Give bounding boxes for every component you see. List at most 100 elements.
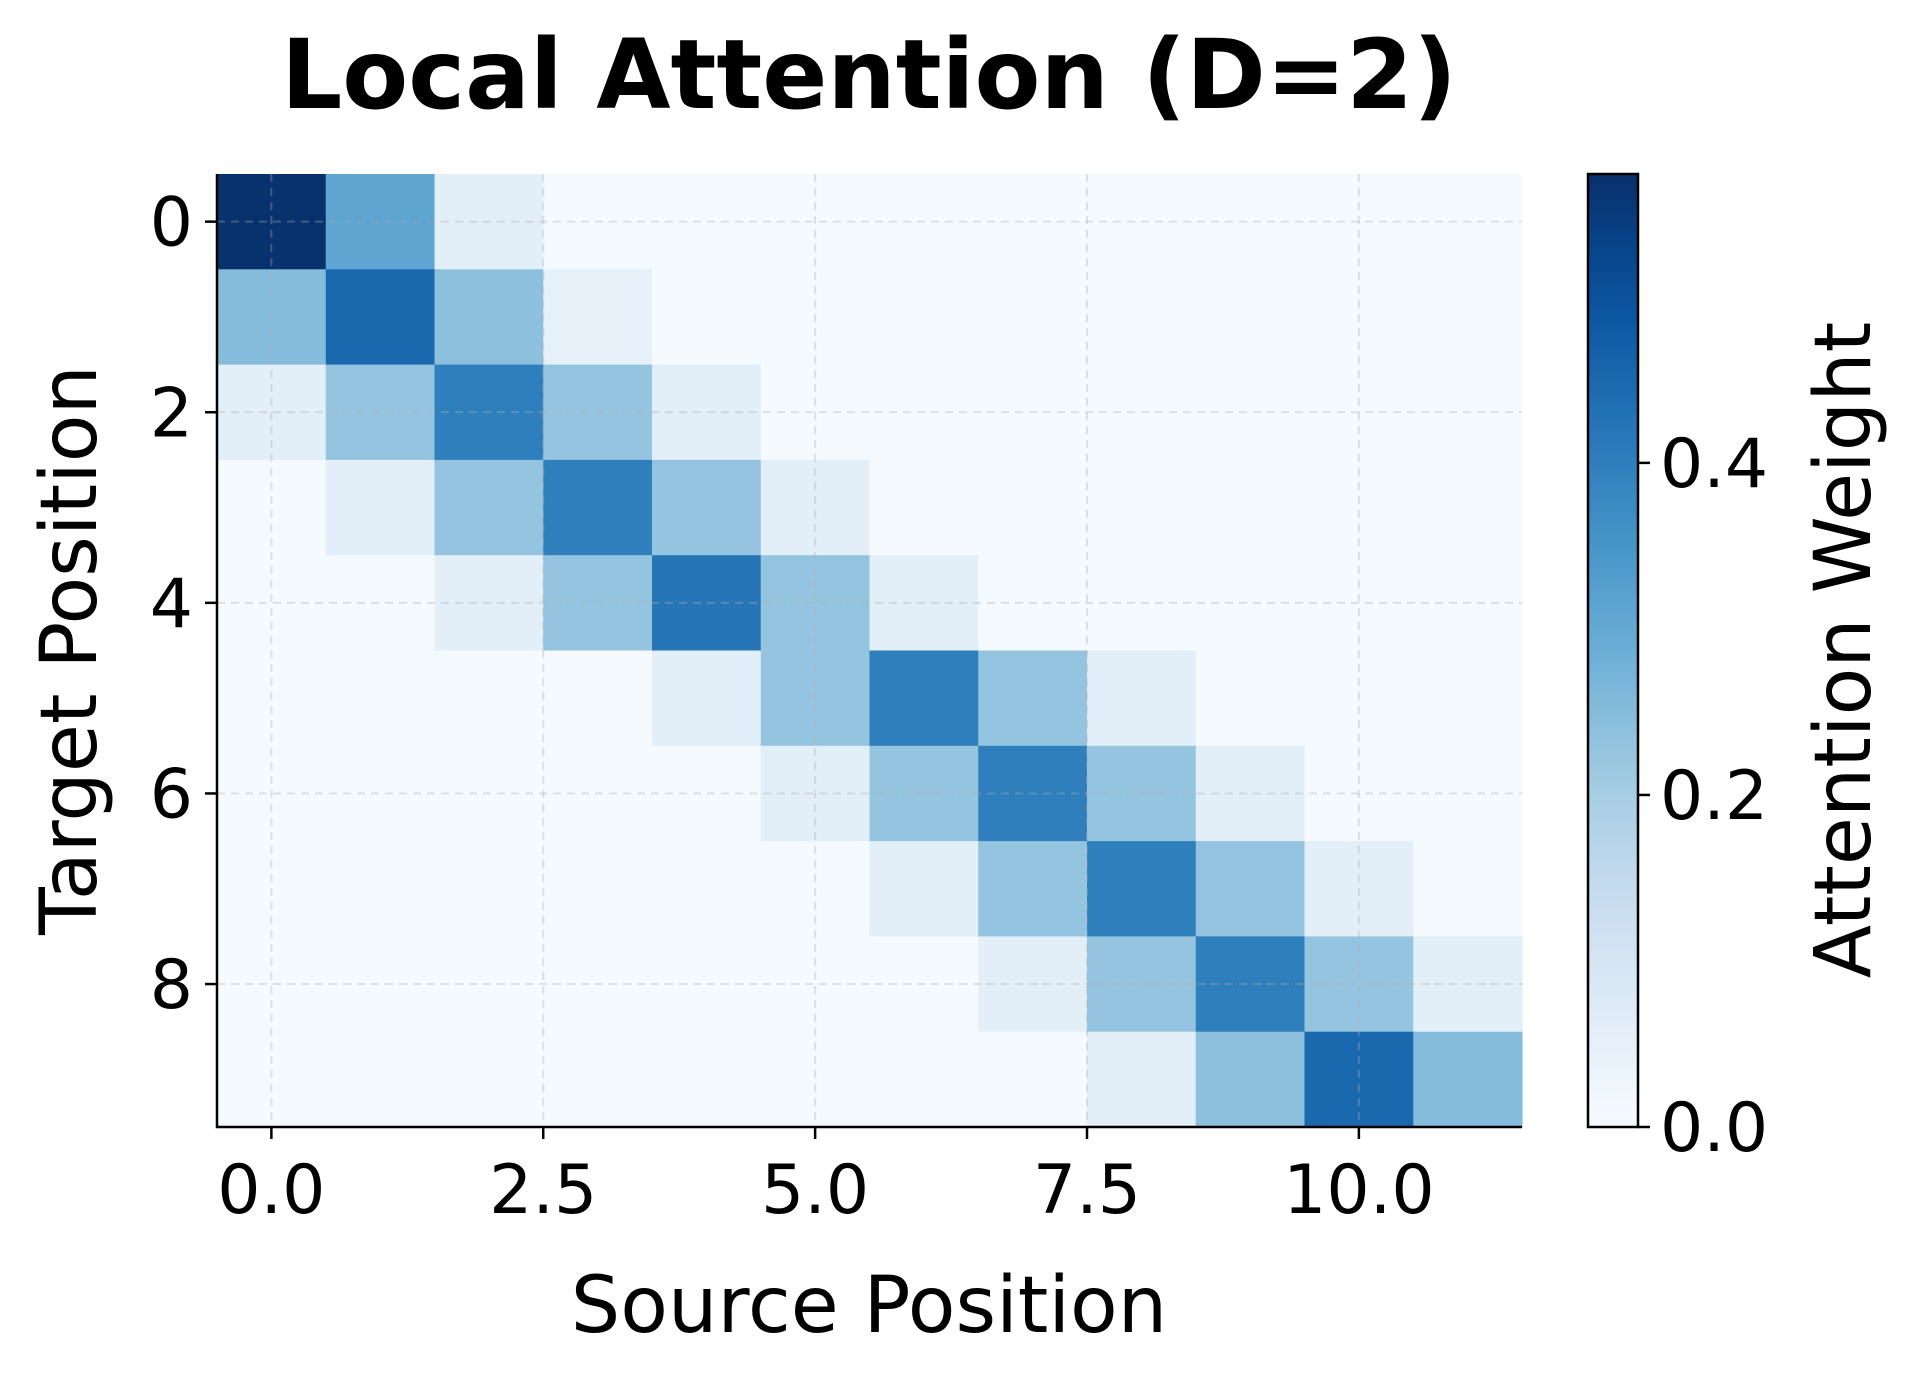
heatmap-cell: [217, 650, 327, 747]
heatmap-cell: [978, 555, 1088, 651]
heatmap-cell: [543, 364, 653, 461]
x-tick-label: 5.0: [761, 1151, 869, 1230]
heatmap-cell: [1087, 745, 1197, 842]
heatmap-cell: [760, 841, 870, 937]
heatmap-cell: [978, 841, 1088, 937]
heatmap-cell: [325, 650, 435, 747]
colorbar-label: Attention Weight: [1799, 322, 1889, 979]
heatmap-cell: [869, 459, 979, 556]
y-tick-label: 2: [150, 374, 193, 453]
heatmap-cell: [652, 364, 762, 461]
heatmap-cell: [760, 936, 870, 1033]
heatmap-cell: [652, 555, 762, 651]
y-tick-label: 8: [150, 946, 193, 1025]
heatmap-cell: [652, 174, 762, 270]
heatmap-cell: [434, 936, 544, 1033]
heatmap-cell: [543, 459, 653, 556]
heatmap-cell: [434, 555, 544, 651]
heatmap-cell: [1304, 555, 1414, 651]
heatmap-cell: [1195, 936, 1305, 1033]
heatmap-cell: [1195, 841, 1305, 937]
heatmap-cell: [1413, 174, 1523, 270]
heatmap-cell: [543, 936, 653, 1033]
heatmap-cell: [869, 745, 979, 842]
heatmap-cell: [869, 174, 979, 270]
heatmap-cell: [217, 269, 327, 366]
heatmap-cell: [978, 269, 1088, 366]
heatmap-cell: [543, 745, 653, 842]
heatmap-cell: [325, 174, 435, 270]
heatmap-cell: [652, 1031, 762, 1128]
heatmap-cell: [1304, 1031, 1414, 1128]
heatmap-cell: [1087, 174, 1197, 270]
heatmap-cell: [434, 459, 544, 556]
heatmap-cell: [760, 650, 870, 747]
heatmap-cell: [1413, 459, 1523, 556]
heatmap-cell: [325, 936, 435, 1033]
heatmap-cell: [1087, 841, 1197, 937]
heatmap-cell: [325, 841, 435, 937]
y-tick-label: 0: [150, 184, 193, 263]
heatmap-cell: [652, 650, 762, 747]
heatmap-cell: [434, 1031, 544, 1128]
heatmap-cell: [652, 745, 762, 842]
heatmap-cell: [434, 745, 544, 842]
heatmap-cell: [1413, 936, 1523, 1033]
heatmap-cell: [434, 364, 544, 461]
heatmap-cell: [325, 745, 435, 842]
colorbar-bar: [1586, 172, 1640, 1129]
heatmap-cell: [978, 745, 1088, 842]
heatmap-cell: [1413, 650, 1523, 747]
heatmap-cell: [217, 936, 327, 1033]
heatmap-cell: [978, 459, 1088, 556]
heatmap-cell: [1413, 269, 1523, 366]
heatmap-cell: [1304, 364, 1414, 461]
heatmap-cell: [760, 555, 870, 651]
heatmap-cell: [1304, 841, 1414, 937]
heatmap-cell: [1195, 459, 1305, 556]
heatmap-cell: [325, 555, 435, 651]
heatmap-cell: [1087, 555, 1197, 651]
heatmap-cell: [760, 174, 870, 270]
heatmap-cell: [325, 1031, 435, 1128]
heatmap-cell: [1304, 269, 1414, 366]
heatmap-cell: [217, 364, 327, 461]
heatmap-cell: [543, 174, 653, 270]
colorbar: 0.0 0.2 0.4: [1586, 172, 1768, 1168]
colorbar-tick-label: 0.2: [1660, 757, 1768, 836]
heatmap-cell: [760, 1031, 870, 1128]
heatmap-cell: [978, 936, 1088, 1033]
heatmap-cell: [652, 841, 762, 937]
heatmap-cell: [543, 555, 653, 651]
heatmap-cell: [217, 555, 327, 651]
heatmap-cell: [869, 269, 979, 366]
heatmap-cell: [869, 1031, 979, 1128]
heatmap-cell: [217, 174, 327, 270]
heatmap-cell: [1304, 174, 1414, 270]
heatmap-cell: [217, 1031, 327, 1128]
heatmap-cell: [978, 364, 1088, 461]
x-axis-label: Source Position: [571, 1261, 1167, 1351]
heatmap-cell: [543, 650, 653, 747]
heatmap-cells: [217, 174, 1523, 1128]
heatmap-cell: [543, 269, 653, 366]
heatmap-cell: [434, 269, 544, 366]
heatmap-cell: [543, 1031, 653, 1128]
heatmap-cell: [543, 841, 653, 937]
heatmap-cell: [217, 745, 327, 842]
heatmap-cell: [1195, 364, 1305, 461]
heatmap-cell: [325, 269, 435, 366]
heatmap-cell: [325, 364, 435, 461]
heatmap-cell: [434, 174, 544, 270]
chart-title: Local Attention (D=2): [281, 19, 1457, 131]
heatmap-cell: [1087, 364, 1197, 461]
gridlines: [217, 174, 1522, 1127]
heatmap-cell: [1413, 555, 1523, 651]
heatmap-cell: [1087, 1031, 1197, 1128]
x-tick-label: 10.0: [1283, 1151, 1434, 1230]
heatmap-cell: [869, 650, 979, 747]
heatmap-cell: [1195, 174, 1305, 270]
heatmap-cell: [869, 555, 979, 651]
heatmap-cell: [978, 174, 1088, 270]
